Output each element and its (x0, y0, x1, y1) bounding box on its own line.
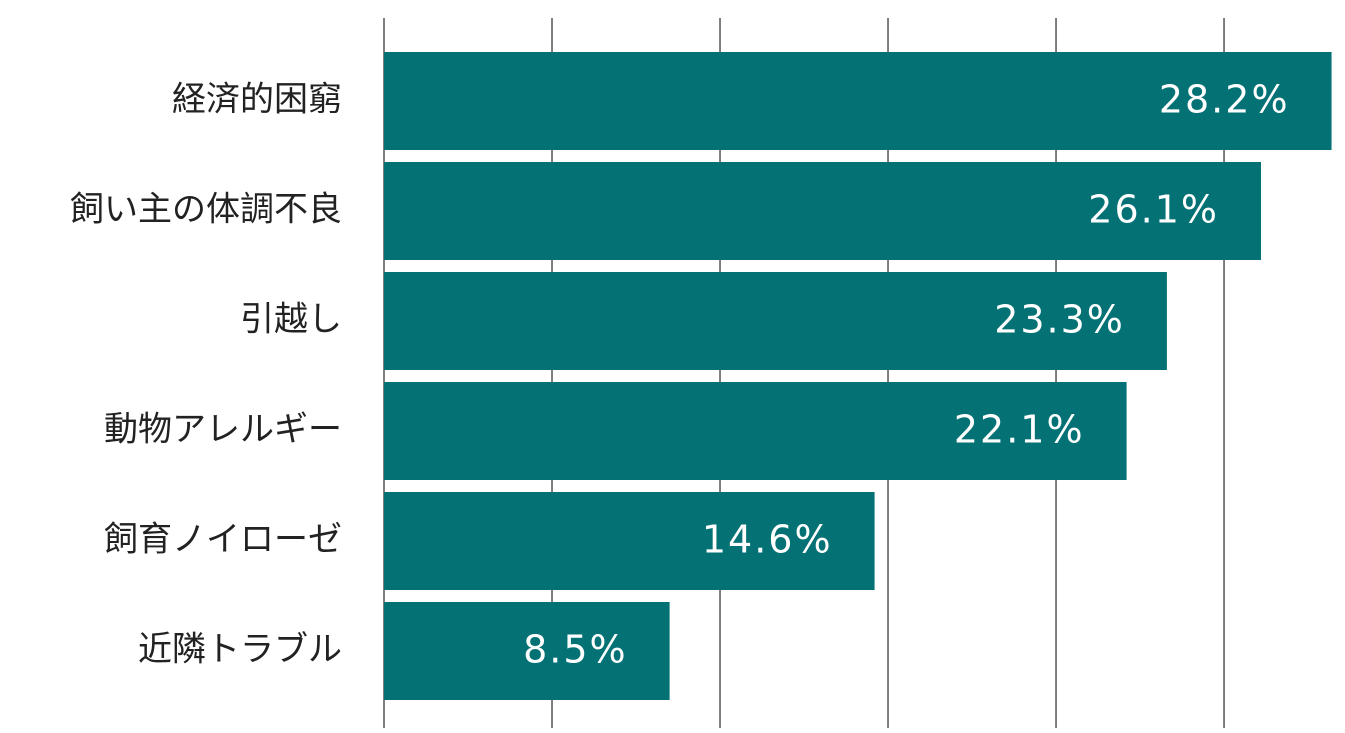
value-label: 28.2% (1159, 78, 1290, 122)
bar (384, 272, 1167, 370)
category-label: 動物アレルギー (104, 410, 342, 450)
bar (384, 162, 1261, 260)
value-label: 26.1% (1088, 188, 1219, 232)
value-label: 8.5% (523, 628, 628, 672)
bar (384, 602, 670, 700)
category-label: 経済的困窮 (172, 80, 342, 120)
value-label: 22.1% (954, 408, 1085, 452)
category-label: 引越し (240, 300, 342, 340)
category-label: 飼育ノイローゼ (104, 520, 342, 560)
bar (384, 492, 875, 590)
category-label: 飼い主の体調不良 (70, 190, 342, 230)
category-label: 近隣トラブル (138, 630, 342, 670)
value-label: 14.6% (702, 518, 833, 562)
bar (384, 382, 1127, 480)
bar (384, 52, 1332, 150)
value-label: 23.3% (994, 298, 1125, 342)
